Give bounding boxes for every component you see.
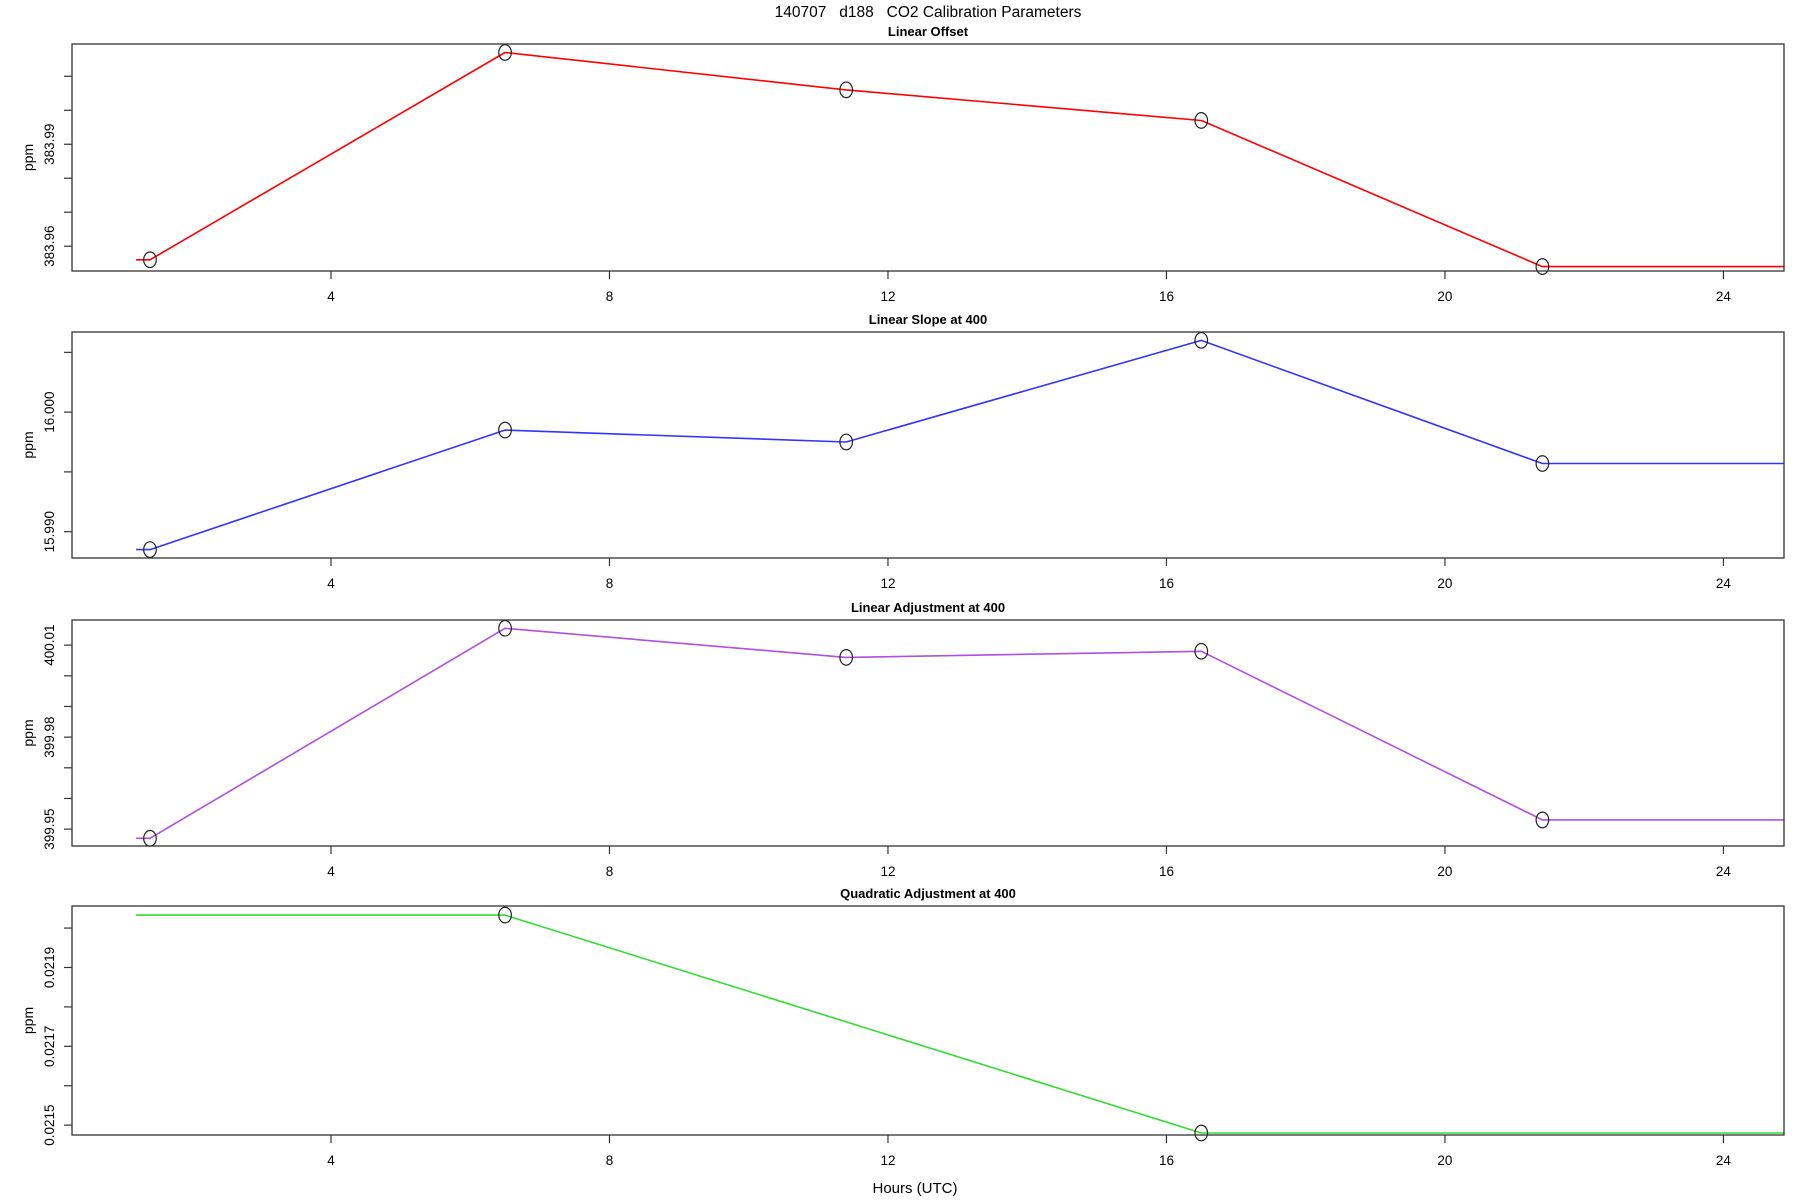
data-point-marker xyxy=(1535,455,1550,472)
y-tick-label: 383.96 xyxy=(42,226,57,267)
x-tick-label: 20 xyxy=(1437,1153,1452,1168)
x-tick-label: 24 xyxy=(1716,576,1732,591)
x-tick-label: 8 xyxy=(606,1153,614,1168)
x-tick-label: 8 xyxy=(606,289,614,304)
series-line xyxy=(136,914,1784,1134)
x-tick-label: 12 xyxy=(880,1153,895,1168)
data-point-marker xyxy=(1194,1124,1209,1142)
x-tick-label: 4 xyxy=(327,576,335,591)
panel-box xyxy=(71,43,1785,272)
panel-box xyxy=(71,331,1785,559)
y-tick-label: 16.000 xyxy=(42,391,57,432)
x-tick-label: 8 xyxy=(606,576,614,591)
panel-box xyxy=(71,619,1785,847)
panel-4: Quadratic Adjustment at 400 ppm 0.0215 0.02… xyxy=(20,886,1785,1168)
panel-title: Linear Adjustment at 400 xyxy=(851,600,1005,615)
x-tick-label: 12 xyxy=(880,864,895,879)
data-point-marker xyxy=(1194,112,1209,129)
series-line xyxy=(136,339,1784,551)
data-point-marker xyxy=(1535,811,1550,829)
data-point-marker xyxy=(839,649,854,666)
x-tick-label: 16 xyxy=(1159,289,1174,304)
series-line xyxy=(136,51,1784,268)
x-tick-label: 4 xyxy=(327,1153,335,1168)
x-tick-label: 16 xyxy=(1159,1153,1174,1168)
data-point-marker xyxy=(1535,258,1550,275)
y-tick-label: 0.0219 xyxy=(42,947,57,988)
series-line xyxy=(136,627,1784,840)
data-point-marker xyxy=(498,44,512,61)
panel-box xyxy=(71,905,1785,1136)
y-tick-label: 399.98 xyxy=(42,716,57,757)
y-tick-label: 383.99 xyxy=(42,124,57,165)
y-axis-title: ppm xyxy=(20,1007,36,1034)
x-tick-label: 24 xyxy=(1716,289,1732,304)
panel-2: Linear Slope at 400 ppm 15.990 16.000 4 8 12 16… xyxy=(20,312,1785,591)
x-tick-label: 4 xyxy=(327,864,335,879)
x-tick-label: 16 xyxy=(1159,864,1174,879)
data-point-marker xyxy=(498,906,512,924)
x-axis-title: Hours (UTC) xyxy=(873,1180,958,1197)
data-point-marker xyxy=(498,421,512,439)
main-title: 140707 d188 CO2 Calibration Parameters xyxy=(774,4,1082,21)
panel-3: Linear Adjustment at 400 ppm 399.95 399.98 4… xyxy=(20,600,1785,879)
y-tick-label: 15.990 xyxy=(42,511,57,552)
panel-title: Quadratic Adjustment at 400 xyxy=(840,886,1016,901)
x-tick-label: 12 xyxy=(880,289,895,304)
data-point-marker xyxy=(1194,642,1209,660)
x-tick-label: 20 xyxy=(1437,576,1452,591)
x-tick-label: 16 xyxy=(1159,576,1174,591)
x-tick-label: 24 xyxy=(1716,1153,1732,1168)
x-tick-label: 8 xyxy=(606,864,614,879)
x-tick-label: 24 xyxy=(1716,864,1732,879)
y-tick-label: 0.0215 xyxy=(42,1104,57,1145)
x-tick-label: 12 xyxy=(880,576,895,591)
y-axis-title: ppm xyxy=(20,431,36,458)
panel-title: Linear Slope at 400 xyxy=(869,312,988,327)
x-tick-label: 4 xyxy=(327,289,335,304)
panel-title: Linear Offset xyxy=(888,24,969,39)
data-point-marker xyxy=(839,433,854,451)
data-point-marker xyxy=(143,251,157,269)
y-tick-label: 399.95 xyxy=(42,808,57,849)
x-tick-label: 20 xyxy=(1437,289,1452,304)
y-axis-title: ppm xyxy=(20,144,36,171)
data-point-marker xyxy=(839,81,854,99)
y-axis-title: ppm xyxy=(20,719,36,746)
y-tick-label: 0.0217 xyxy=(42,1026,57,1067)
y-tick-label: 400.01 xyxy=(42,624,57,665)
x-tick-label: 20 xyxy=(1437,864,1452,879)
panel-1: Linear Offset ppm 383.96 383.99 4 8 12 16 20 24 xyxy=(20,24,1785,304)
